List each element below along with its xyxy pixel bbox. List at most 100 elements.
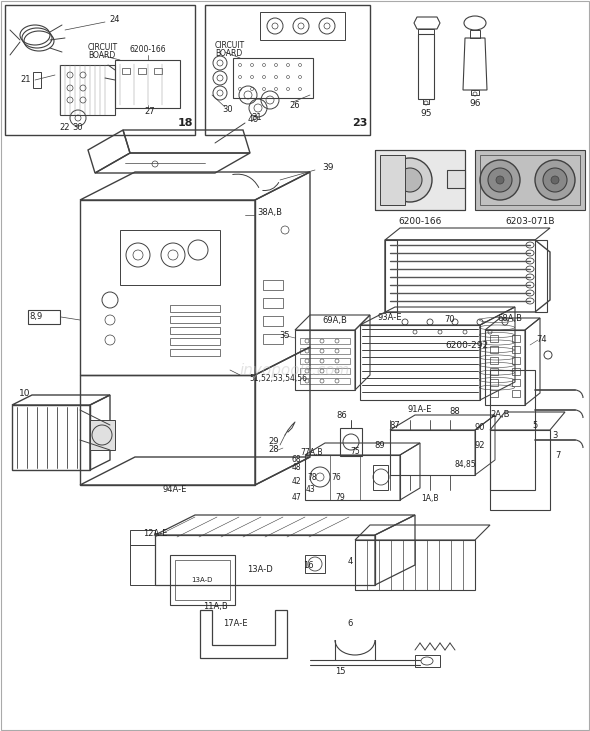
Bar xyxy=(33,72,41,88)
Bar xyxy=(512,335,520,342)
Text: 5: 5 xyxy=(532,420,537,430)
Bar xyxy=(375,150,465,210)
Bar xyxy=(490,357,498,364)
Bar xyxy=(205,5,370,135)
Bar xyxy=(390,430,475,475)
Text: 30: 30 xyxy=(222,105,233,115)
Text: 39: 39 xyxy=(322,162,334,172)
Bar xyxy=(300,378,350,384)
Bar xyxy=(512,368,520,375)
Bar xyxy=(385,240,397,312)
Text: 13A-D: 13A-D xyxy=(247,566,273,575)
Bar xyxy=(418,29,434,34)
Bar xyxy=(155,535,375,585)
Bar xyxy=(263,316,283,326)
Text: 29: 29 xyxy=(269,437,279,447)
Bar xyxy=(305,555,325,573)
Text: 15: 15 xyxy=(335,667,345,676)
Text: 16: 16 xyxy=(303,561,313,569)
Bar xyxy=(535,240,547,312)
Bar xyxy=(340,428,362,456)
Text: 1A,B: 1A,B xyxy=(421,493,439,502)
Text: inyopools.com: inyopools.com xyxy=(240,363,350,377)
Circle shape xyxy=(388,158,432,202)
Bar xyxy=(490,346,498,353)
Text: 12A-E: 12A-E xyxy=(143,529,167,537)
Text: BOARD: BOARD xyxy=(215,50,242,58)
Bar xyxy=(360,325,480,400)
Text: 30: 30 xyxy=(73,123,83,132)
Text: 75: 75 xyxy=(350,447,360,456)
Bar xyxy=(480,155,580,205)
Text: 79: 79 xyxy=(335,493,345,502)
Text: 31: 31 xyxy=(252,113,263,123)
Bar xyxy=(138,68,146,74)
Bar xyxy=(263,280,283,290)
Bar xyxy=(490,335,498,342)
Bar xyxy=(80,375,255,485)
Bar xyxy=(300,338,350,344)
Text: 48: 48 xyxy=(291,463,301,472)
Circle shape xyxy=(398,168,422,192)
Bar xyxy=(90,420,115,450)
Text: 93A-E: 93A-E xyxy=(378,314,402,322)
Text: 6200-292: 6200-292 xyxy=(445,341,489,349)
Text: 88: 88 xyxy=(450,407,460,417)
Text: 87: 87 xyxy=(389,420,401,430)
Circle shape xyxy=(480,160,520,200)
Bar xyxy=(475,150,585,210)
Text: 40: 40 xyxy=(247,115,258,124)
Bar xyxy=(170,305,220,312)
Text: 24: 24 xyxy=(110,15,120,25)
Bar xyxy=(300,348,350,354)
Bar xyxy=(28,310,60,324)
Circle shape xyxy=(543,168,567,192)
Text: 6200-166: 6200-166 xyxy=(398,218,442,227)
Circle shape xyxy=(551,176,559,184)
Text: 86: 86 xyxy=(337,412,348,420)
Text: 91A-E: 91A-E xyxy=(408,406,432,414)
Bar xyxy=(170,316,220,323)
Text: 95: 95 xyxy=(420,108,432,118)
Text: 68A,B: 68A,B xyxy=(497,314,523,322)
Bar xyxy=(447,170,465,188)
Text: 90: 90 xyxy=(475,423,485,433)
Bar xyxy=(170,349,220,356)
Text: 23: 23 xyxy=(352,118,368,128)
Bar xyxy=(355,540,475,590)
Text: 8,9: 8,9 xyxy=(29,312,42,322)
Text: 94A-E: 94A-E xyxy=(163,485,187,494)
Circle shape xyxy=(496,176,504,184)
Text: 92: 92 xyxy=(475,441,485,450)
Bar xyxy=(305,455,400,500)
Text: 6: 6 xyxy=(348,618,353,627)
Bar xyxy=(423,99,429,104)
Text: BOARD: BOARD xyxy=(88,51,115,61)
Text: 35: 35 xyxy=(280,330,290,339)
Text: 77A,B: 77A,B xyxy=(301,447,323,456)
Bar xyxy=(512,357,520,364)
Text: 84,85: 84,85 xyxy=(454,461,476,469)
Bar xyxy=(170,555,235,605)
Text: 3: 3 xyxy=(552,431,558,439)
Bar xyxy=(512,379,520,386)
Bar xyxy=(373,465,388,490)
Text: 10: 10 xyxy=(19,388,31,398)
Bar xyxy=(80,200,255,375)
Text: 27: 27 xyxy=(145,107,155,116)
Bar xyxy=(471,90,479,95)
Text: 11A,B: 11A,B xyxy=(202,602,227,612)
Bar xyxy=(512,390,520,397)
Text: 22: 22 xyxy=(60,123,70,132)
Bar xyxy=(60,65,115,115)
Bar xyxy=(122,68,130,74)
Text: 70: 70 xyxy=(445,316,455,325)
Bar xyxy=(380,155,405,205)
Bar xyxy=(490,368,498,375)
Bar xyxy=(175,560,230,600)
Bar xyxy=(490,390,498,397)
Text: 7: 7 xyxy=(555,450,560,460)
Text: 74: 74 xyxy=(537,336,548,344)
Text: 28: 28 xyxy=(268,445,279,455)
Bar xyxy=(263,334,283,344)
